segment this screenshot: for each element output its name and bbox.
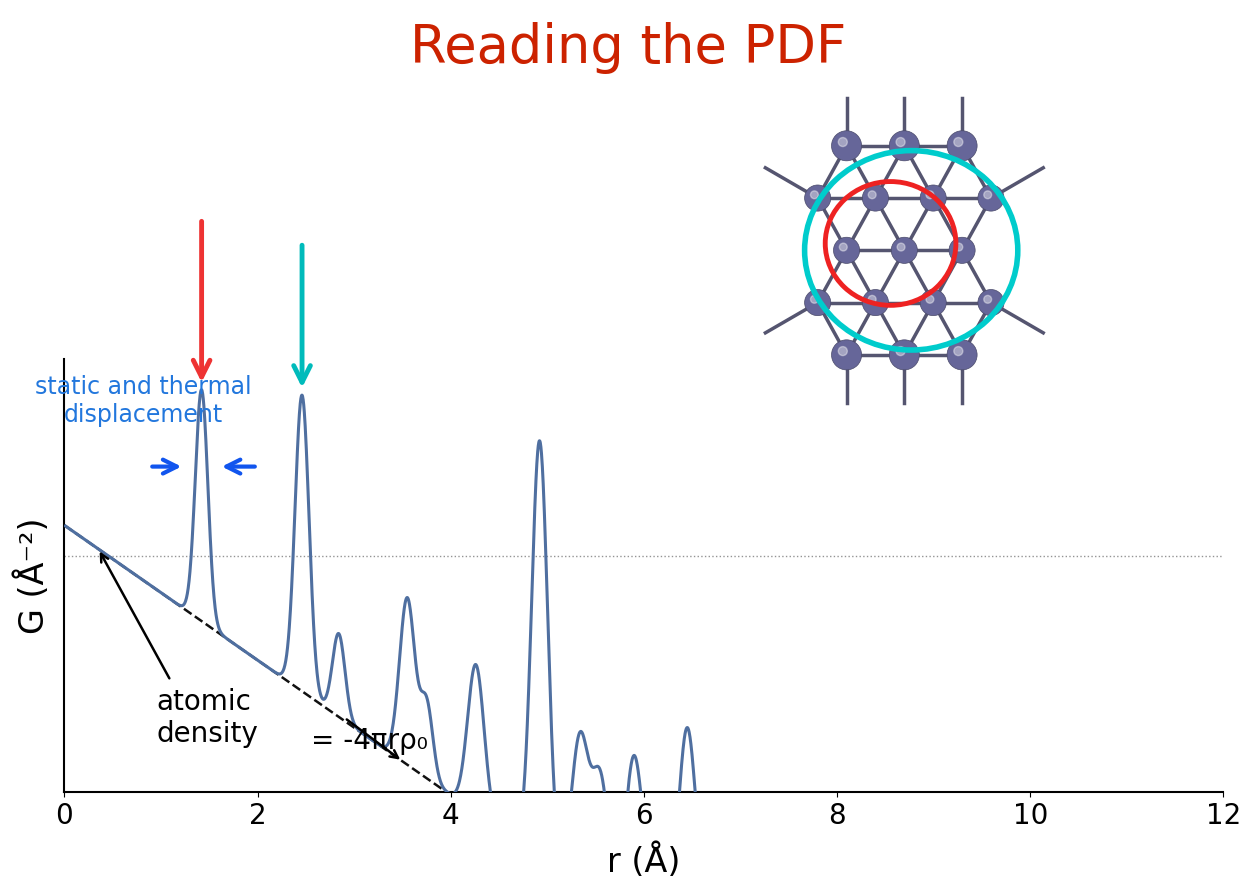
Circle shape: [810, 190, 819, 198]
Circle shape: [978, 185, 1004, 211]
Circle shape: [947, 131, 977, 161]
Circle shape: [921, 290, 946, 316]
Circle shape: [838, 347, 848, 356]
Circle shape: [839, 243, 848, 251]
Circle shape: [868, 190, 877, 198]
Text: = -4πrρ₀: = -4πrρ₀: [310, 727, 427, 755]
Circle shape: [953, 138, 963, 147]
Text: Reading the PDF: Reading the PDF: [409, 22, 847, 74]
Circle shape: [805, 290, 830, 316]
Circle shape: [889, 340, 919, 370]
Text: atomic
density: atomic density: [156, 687, 257, 748]
Circle shape: [892, 237, 917, 264]
Circle shape: [831, 340, 862, 370]
Circle shape: [868, 295, 877, 303]
Circle shape: [926, 190, 934, 198]
Circle shape: [926, 295, 934, 303]
Circle shape: [863, 185, 888, 211]
Circle shape: [810, 295, 819, 303]
Circle shape: [889, 131, 919, 161]
Text: static and thermal
displacement: static and thermal displacement: [35, 375, 252, 427]
Circle shape: [863, 290, 888, 316]
Circle shape: [947, 340, 977, 370]
Circle shape: [896, 347, 906, 356]
Circle shape: [950, 237, 975, 264]
Circle shape: [896, 138, 906, 147]
Circle shape: [983, 295, 992, 303]
Circle shape: [805, 185, 830, 211]
Circle shape: [955, 243, 963, 251]
Circle shape: [834, 237, 859, 264]
Circle shape: [953, 347, 963, 356]
Y-axis label: G (Å⁻²): G (Å⁻²): [15, 517, 50, 634]
Circle shape: [831, 131, 862, 161]
Circle shape: [978, 290, 1004, 316]
Circle shape: [897, 243, 906, 251]
Circle shape: [983, 190, 992, 198]
X-axis label: r (Å): r (Å): [607, 843, 681, 879]
Circle shape: [838, 138, 848, 147]
Circle shape: [921, 185, 946, 211]
